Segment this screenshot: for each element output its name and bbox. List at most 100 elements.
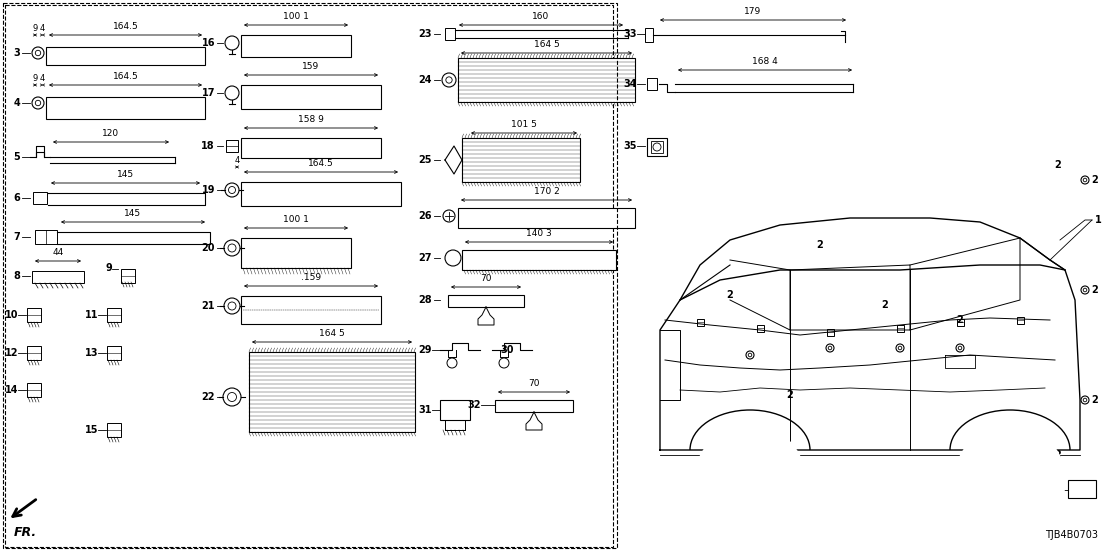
Text: 24: 24 [419, 75, 432, 85]
Bar [226, 140, 238, 152]
Text: 164 5: 164 5 [534, 40, 560, 49]
Text: FR.: FR. [13, 526, 37, 539]
Text: 158 9: 158 9 [298, 115, 324, 124]
Bar [242, 138, 381, 158]
Text: 34: 34 [624, 79, 637, 89]
Text: TJB4B0703: TJB4B0703 [1045, 530, 1098, 540]
Bar [27, 383, 41, 397]
Text: 33: 33 [624, 29, 637, 39]
Text: 2: 2 [1091, 395, 1098, 405]
Bar [462, 138, 579, 182]
Text: 3: 3 [13, 48, 20, 58]
Bar [33, 192, 47, 204]
Bar [32, 271, 84, 283]
Bar [458, 208, 635, 228]
Bar [242, 296, 381, 324]
Bar [249, 352, 416, 432]
Text: 2: 2 [1055, 450, 1061, 460]
Circle shape [738, 468, 762, 492]
Text: 2: 2 [1055, 160, 1061, 170]
Text: 16: 16 [202, 38, 215, 48]
Text: 9: 9 [32, 24, 38, 33]
Bar [896, 325, 903, 331]
Text: 100 1: 100 1 [283, 12, 309, 21]
Polygon shape [660, 265, 1080, 450]
Text: 7: 7 [13, 232, 20, 242]
Bar [495, 400, 573, 412]
Bar [6, 5, 613, 547]
Bar [458, 58, 635, 102]
Bar [242, 182, 401, 206]
Text: 2: 2 [817, 240, 823, 250]
Bar [47, 97, 205, 119]
Bar [47, 47, 205, 65]
Text: 145: 145 [117, 170, 134, 179]
Text: 70: 70 [529, 379, 540, 388]
Text: 23: 23 [419, 29, 432, 39]
Text: 6: 6 [13, 193, 20, 203]
Text: 29: 29 [419, 345, 432, 355]
Text: 2: 2 [787, 390, 793, 400]
Text: 164.5: 164.5 [308, 159, 334, 168]
Text: 164.5: 164.5 [113, 22, 138, 31]
Text: 164.5: 164.5 [113, 72, 138, 81]
Text: 70: 70 [480, 274, 492, 283]
Text: 9: 9 [32, 74, 38, 83]
Text: 179: 179 [745, 7, 761, 16]
Circle shape [720, 450, 780, 510]
Text: 2: 2 [1091, 285, 1098, 295]
Text: 100 1: 100 1 [283, 215, 309, 224]
Text: 145: 145 [124, 209, 142, 218]
Text: 21: 21 [202, 301, 215, 311]
Bar [121, 269, 135, 283]
Circle shape [998, 468, 1022, 492]
Text: 35: 35 [624, 141, 637, 151]
Text: .159: .159 [301, 273, 321, 282]
Text: 14: 14 [4, 385, 18, 395]
Bar [445, 28, 455, 40]
Text: 168 4: 168 4 [752, 57, 778, 66]
Circle shape [955, 425, 1065, 535]
Text: 44: 44 [52, 248, 63, 257]
Text: 4: 4 [235, 156, 239, 165]
Text: 2: 2 [727, 290, 733, 300]
Bar [1016, 316, 1024, 324]
Text: 10: 10 [4, 310, 18, 320]
Text: 18: 18 [202, 141, 215, 151]
Bar [462, 250, 616, 270]
Bar [647, 138, 667, 156]
Text: 160: 160 [532, 12, 550, 21]
Bar [242, 85, 381, 109]
Text: 25: 25 [419, 155, 432, 165]
Text: 15: 15 [84, 425, 98, 435]
Text: 31: 31 [419, 405, 432, 415]
Text: 36: 36 [1046, 485, 1060, 495]
Bar [827, 329, 833, 336]
Text: 11: 11 [84, 310, 98, 320]
Bar [107, 423, 121, 437]
Text: 1: 1 [1095, 215, 1101, 225]
Text: 140 3: 140 3 [526, 229, 552, 238]
Text: 32: 32 [468, 400, 481, 410]
Bar [27, 346, 41, 360]
Bar [242, 238, 351, 268]
Text: 4: 4 [40, 74, 44, 83]
Bar [242, 35, 351, 57]
Bar [3, 3, 617, 548]
Text: 2: 2 [882, 300, 889, 310]
Text: 9: 9 [105, 263, 112, 273]
Text: 12: 12 [4, 348, 18, 358]
Text: 159: 159 [302, 62, 319, 71]
Text: 5: 5 [13, 152, 20, 162]
Bar [652, 141, 663, 153]
Bar [757, 325, 763, 331]
Bar [1068, 480, 1096, 498]
Text: 13: 13 [84, 348, 98, 358]
Text: 120: 120 [102, 129, 120, 138]
Bar [697, 319, 704, 326]
Text: 170 2: 170 2 [534, 187, 560, 196]
Text: 17: 17 [202, 88, 215, 98]
Text: 4: 4 [40, 24, 44, 33]
Bar [647, 78, 657, 90]
Text: 20: 20 [202, 243, 215, 253]
